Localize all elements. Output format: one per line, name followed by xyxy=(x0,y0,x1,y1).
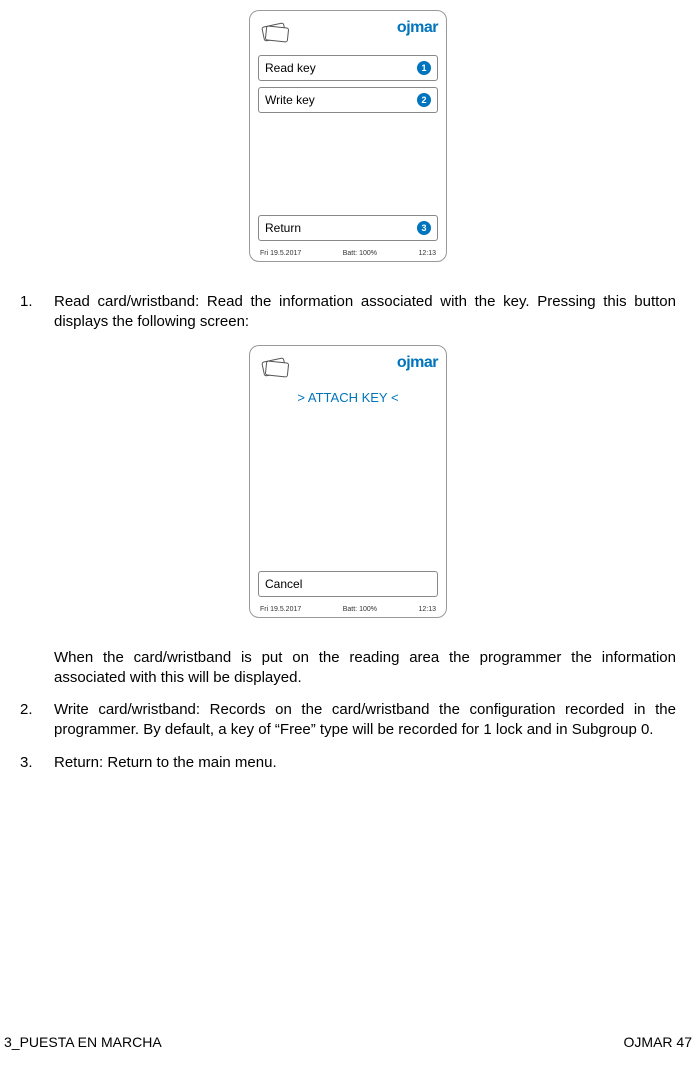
footer-right: OJMAR 47 xyxy=(624,1034,692,1050)
device-screenshot-menu: ojmar Read key 1 Write key 2 Return 3 Fr… xyxy=(249,10,447,262)
step-2-text: Write card/wristband: Records on the car… xyxy=(54,700,676,741)
badge-2-icon: 2 xyxy=(417,93,431,107)
step-3-number: 3. xyxy=(20,753,54,773)
status-bar: Fri 19.5.2017 Batt: 100% 12:13 xyxy=(258,603,438,613)
status-batt: Batt: 100% xyxy=(343,606,377,613)
page-footer: 3_PUESTA EN MARCHA OJMAR 47 xyxy=(0,1034,696,1050)
device-header: ojmar xyxy=(258,354,438,380)
badge-3-icon: 3 xyxy=(417,221,431,235)
device-screenshot-attach: ojmar > ATTACH KEY < Cancel Fri 19.5.201… xyxy=(249,345,447,618)
status-bar: Fri 19.5.2017 Batt: 100% 12:13 xyxy=(258,247,438,257)
cancel-label: Cancel xyxy=(265,577,302,591)
cards-icon xyxy=(258,354,292,380)
badge-1-icon: 1 xyxy=(417,61,431,75)
read-key-button[interactable]: Read key 1 xyxy=(258,55,438,81)
cancel-button[interactable]: Cancel xyxy=(258,571,438,597)
write-key-button[interactable]: Write key 2 xyxy=(258,87,438,113)
return-button[interactable]: Return 3 xyxy=(258,215,438,241)
spacer xyxy=(258,119,438,209)
step-1: 1. Read card/wristband: Read the informa… xyxy=(20,292,676,333)
read-key-label: Read key xyxy=(265,61,316,75)
status-batt: Batt: 100% xyxy=(343,250,377,257)
step-1-text: Read card/wristband: Read the informatio… xyxy=(54,292,676,333)
brand-logo: ojmar xyxy=(397,19,438,37)
footer-left: 3_PUESTA EN MARCHA xyxy=(4,1034,162,1050)
step-1-number: 1. xyxy=(20,292,54,333)
step-1-continuation: When the card/wristband is put on the re… xyxy=(54,648,676,689)
spacer xyxy=(258,415,438,565)
step-3: 3. Return: Return to the main menu. xyxy=(20,753,676,773)
step-2: 2. Write card/wristband: Records on the … xyxy=(20,700,676,741)
status-time: 12:13 xyxy=(418,606,436,613)
write-key-label: Write key xyxy=(265,93,315,107)
status-time: 12:13 xyxy=(418,250,436,257)
attach-key-title: > ATTACH KEY < xyxy=(258,390,438,405)
step-3-text: Return: Return to the main menu. xyxy=(54,753,676,773)
page: ojmar Read key 1 Write key 2 Return 3 Fr… xyxy=(0,0,696,1060)
brand-logo: ojmar xyxy=(397,354,438,372)
device-header: ojmar xyxy=(258,19,438,45)
status-date: Fri 19.5.2017 xyxy=(260,606,301,613)
step-2-number: 2. xyxy=(20,700,54,741)
status-date: Fri 19.5.2017 xyxy=(260,250,301,257)
return-label: Return xyxy=(265,221,301,235)
cards-icon xyxy=(258,19,292,45)
